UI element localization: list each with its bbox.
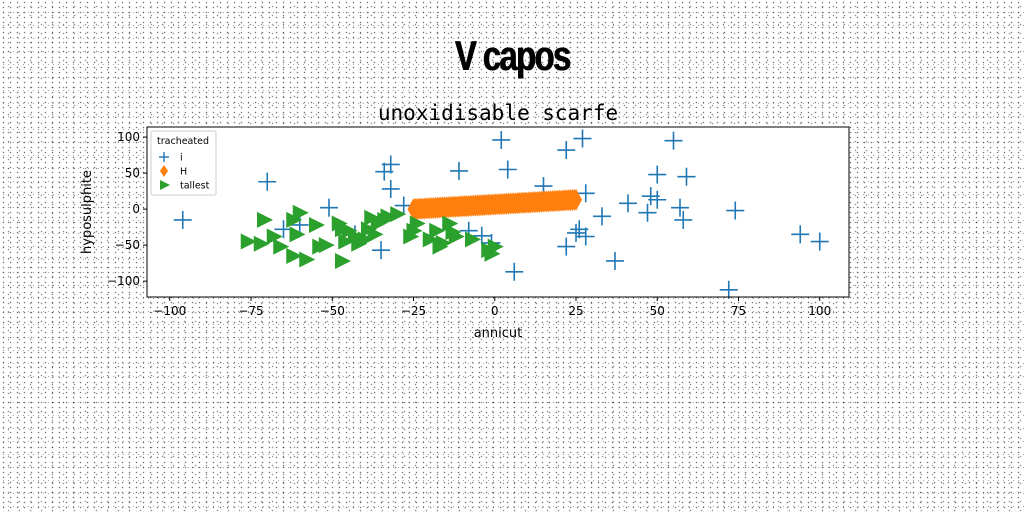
y-tick-label: 0 xyxy=(132,202,140,216)
x-tick-label: −75 xyxy=(238,304,263,318)
legend-label: H xyxy=(180,167,187,178)
x-tick-label: −100 xyxy=(153,304,186,318)
legend-label: i xyxy=(180,153,183,164)
x-tick-label: 25 xyxy=(568,304,583,318)
chart-title: unoxidisable scarfe xyxy=(378,101,618,125)
x-tick-label: 75 xyxy=(731,304,746,318)
x-tick-label: 100 xyxy=(808,304,831,318)
x-tick-label: −25 xyxy=(401,304,426,318)
legend-title: tracheated xyxy=(157,136,209,147)
y-tick-label: 50 xyxy=(125,166,140,180)
x-tick-label: 0 xyxy=(491,304,499,318)
legend-label: tallest xyxy=(180,181,210,192)
x-axis-label: annicut xyxy=(474,326,523,341)
y-tick-label: −100 xyxy=(107,274,140,288)
y-tick-label: −50 xyxy=(115,238,140,252)
y-tick-label: 100 xyxy=(117,130,140,144)
x-tick-label: −50 xyxy=(320,304,345,318)
x-tick-label: 50 xyxy=(650,304,665,318)
y-axis-label: hyposulphite xyxy=(80,170,95,254)
